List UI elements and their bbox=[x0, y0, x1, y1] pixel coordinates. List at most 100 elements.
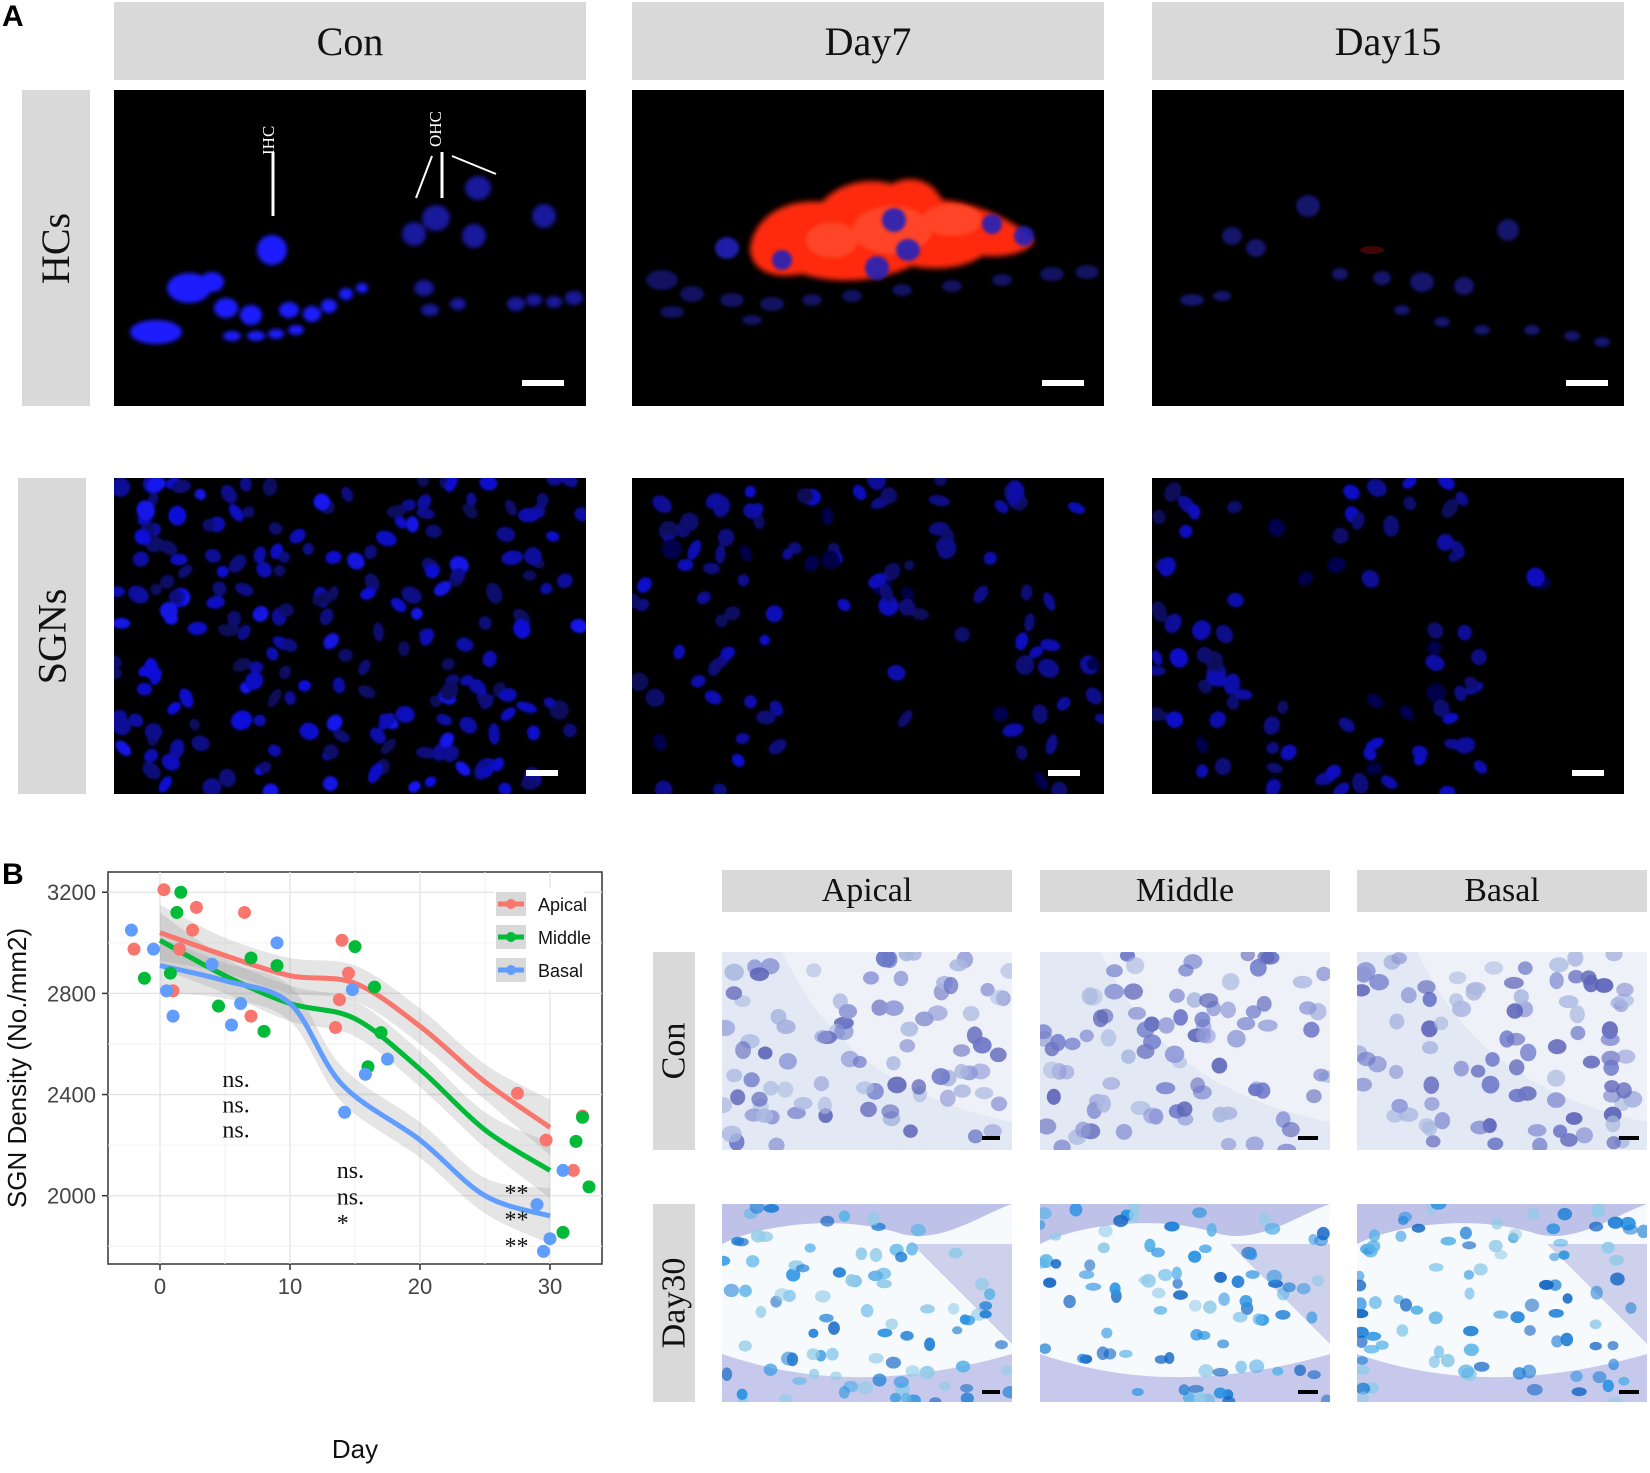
x-tick-label: 10 bbox=[278, 1274, 302, 1299]
data-point-apical bbox=[189, 900, 203, 914]
data-point-middle bbox=[569, 1134, 583, 1148]
data-point-middle bbox=[368, 980, 381, 994]
significance-label: ns. bbox=[222, 1067, 249, 1093]
data-point-basal bbox=[543, 1232, 557, 1246]
column-header-day15: Day15 bbox=[1152, 2, 1624, 80]
data-point-apical bbox=[335, 933, 349, 947]
data-point-basal bbox=[234, 997, 248, 1011]
y-tick-label: 2400 bbox=[47, 1083, 96, 1108]
significance-label: ns. bbox=[222, 1092, 249, 1118]
data-point-apical bbox=[157, 883, 171, 897]
data-point-apical bbox=[342, 966, 355, 980]
data-point-basal bbox=[225, 1018, 238, 1032]
data-point-apical bbox=[238, 905, 251, 919]
histo-row-day30: Day30 bbox=[653, 1204, 695, 1402]
data-point-apical bbox=[332, 993, 346, 1007]
confidence-band-middle bbox=[160, 912, 550, 1199]
data-point-apical bbox=[127, 942, 141, 956]
data-point-middle bbox=[170, 905, 184, 919]
histo-col-middle: Middle bbox=[1040, 870, 1330, 912]
legend-label-middle: Middle bbox=[538, 928, 591, 948]
x-tick-label: 20 bbox=[408, 1274, 432, 1299]
data-point-middle bbox=[270, 959, 284, 973]
data-point-middle bbox=[348, 940, 362, 954]
data-point-middle bbox=[374, 1026, 388, 1040]
x-tick-label: 30 bbox=[538, 1274, 562, 1299]
x-tick-label: 0 bbox=[154, 1274, 166, 1299]
data-point-apical bbox=[244, 1009, 258, 1023]
histology-apical-day30 bbox=[722, 1204, 1012, 1402]
significance-label: * bbox=[337, 1211, 349, 1237]
data-point-basal bbox=[338, 1105, 352, 1119]
smooth-line-basal bbox=[159, 963, 551, 1219]
data-point-basal bbox=[270, 936, 284, 950]
y-axis-label: SGN Density (No./mm2) bbox=[2, 928, 32, 1208]
micrograph-hcs-day7 bbox=[632, 90, 1104, 406]
y-tick-label: 2000 bbox=[47, 1184, 96, 1209]
data-point-apical bbox=[511, 1086, 524, 1100]
data-point-apical bbox=[173, 942, 186, 956]
histology-middle-con bbox=[1040, 952, 1330, 1150]
data-point-middle bbox=[576, 1110, 589, 1124]
y-tick-label: 2800 bbox=[47, 981, 96, 1006]
legend-dot-basal bbox=[506, 965, 516, 975]
data-point-basal bbox=[124, 923, 138, 937]
data-point-apical bbox=[329, 1021, 342, 1035]
data-point-basal bbox=[537, 1244, 550, 1258]
histo-col-apical: Apical bbox=[722, 870, 1012, 912]
data-point-apical bbox=[566, 1163, 580, 1177]
data-point-middle bbox=[137, 971, 151, 985]
data-point-middle bbox=[257, 1024, 271, 1038]
sgn-density-chart: ns.ns.ns.ns.ns.******* 0 10 20 302000240028… bbox=[2, 871, 603, 1464]
data-point-basal bbox=[358, 1067, 372, 1081]
row-header-sgns: SGNs bbox=[18, 478, 86, 794]
data-point-basal bbox=[530, 1198, 544, 1212]
scale-bar bbox=[1042, 380, 1084, 386]
ihc-label: IHC bbox=[259, 125, 278, 155]
data-point-basal bbox=[147, 942, 160, 956]
scale-bar bbox=[1048, 770, 1080, 776]
legend-dot-apical bbox=[506, 899, 516, 909]
smooth-line-middle bbox=[158, 938, 552, 1173]
x-axis-label: Day bbox=[332, 1434, 378, 1464]
significance-label: ** bbox=[505, 1207, 529, 1233]
legend-label-basal: Basal bbox=[538, 961, 583, 981]
data-point-basal bbox=[556, 1163, 570, 1177]
y-tick-label: 3200 bbox=[47, 880, 96, 905]
data-point-middle bbox=[174, 885, 188, 899]
data-point-apical bbox=[186, 923, 199, 937]
histology-basal-con bbox=[1357, 952, 1647, 1150]
micrograph-sgns-day15 bbox=[1152, 478, 1624, 794]
data-point-basal bbox=[345, 983, 359, 997]
column-header-day7: Day7 bbox=[632, 2, 1104, 80]
column-header-con: Con bbox=[114, 2, 586, 80]
data-point-basal bbox=[160, 984, 173, 998]
scale-bar bbox=[522, 380, 564, 386]
data-point-middle bbox=[163, 966, 177, 980]
micrograph-sgns-day7 bbox=[632, 478, 1104, 794]
histo-row-con: Con bbox=[653, 952, 695, 1150]
data-point-middle bbox=[212, 999, 225, 1013]
histology-basal-day30 bbox=[1357, 1204, 1647, 1402]
panel-b-letter: B bbox=[2, 858, 24, 891]
data-point-middle bbox=[244, 951, 258, 965]
significance-label: ** bbox=[505, 1181, 529, 1207]
data-point-basal bbox=[166, 1009, 180, 1023]
legend-dot-middle bbox=[506, 932, 516, 942]
legend-label-apical: Apical bbox=[538, 895, 587, 915]
significance-label: ns. bbox=[337, 1185, 364, 1211]
scale-bar bbox=[1572, 770, 1604, 776]
scale-bar bbox=[1566, 380, 1608, 386]
scale-bar bbox=[526, 770, 558, 776]
histology-middle-day30 bbox=[1040, 1204, 1330, 1402]
panel-a-letter: A bbox=[2, 0, 24, 33]
micrograph-hcs-day15 bbox=[1152, 90, 1624, 406]
data-point-apical bbox=[539, 1133, 553, 1147]
histo-col-basal: Basal bbox=[1357, 870, 1647, 912]
data-point-middle bbox=[582, 1180, 596, 1194]
data-point-basal bbox=[381, 1052, 394, 1066]
histology-apical-con bbox=[722, 952, 1012, 1150]
smooth-line-apical bbox=[159, 930, 552, 1130]
significance-label: ns. bbox=[222, 1118, 249, 1144]
data-point-middle bbox=[556, 1225, 570, 1239]
